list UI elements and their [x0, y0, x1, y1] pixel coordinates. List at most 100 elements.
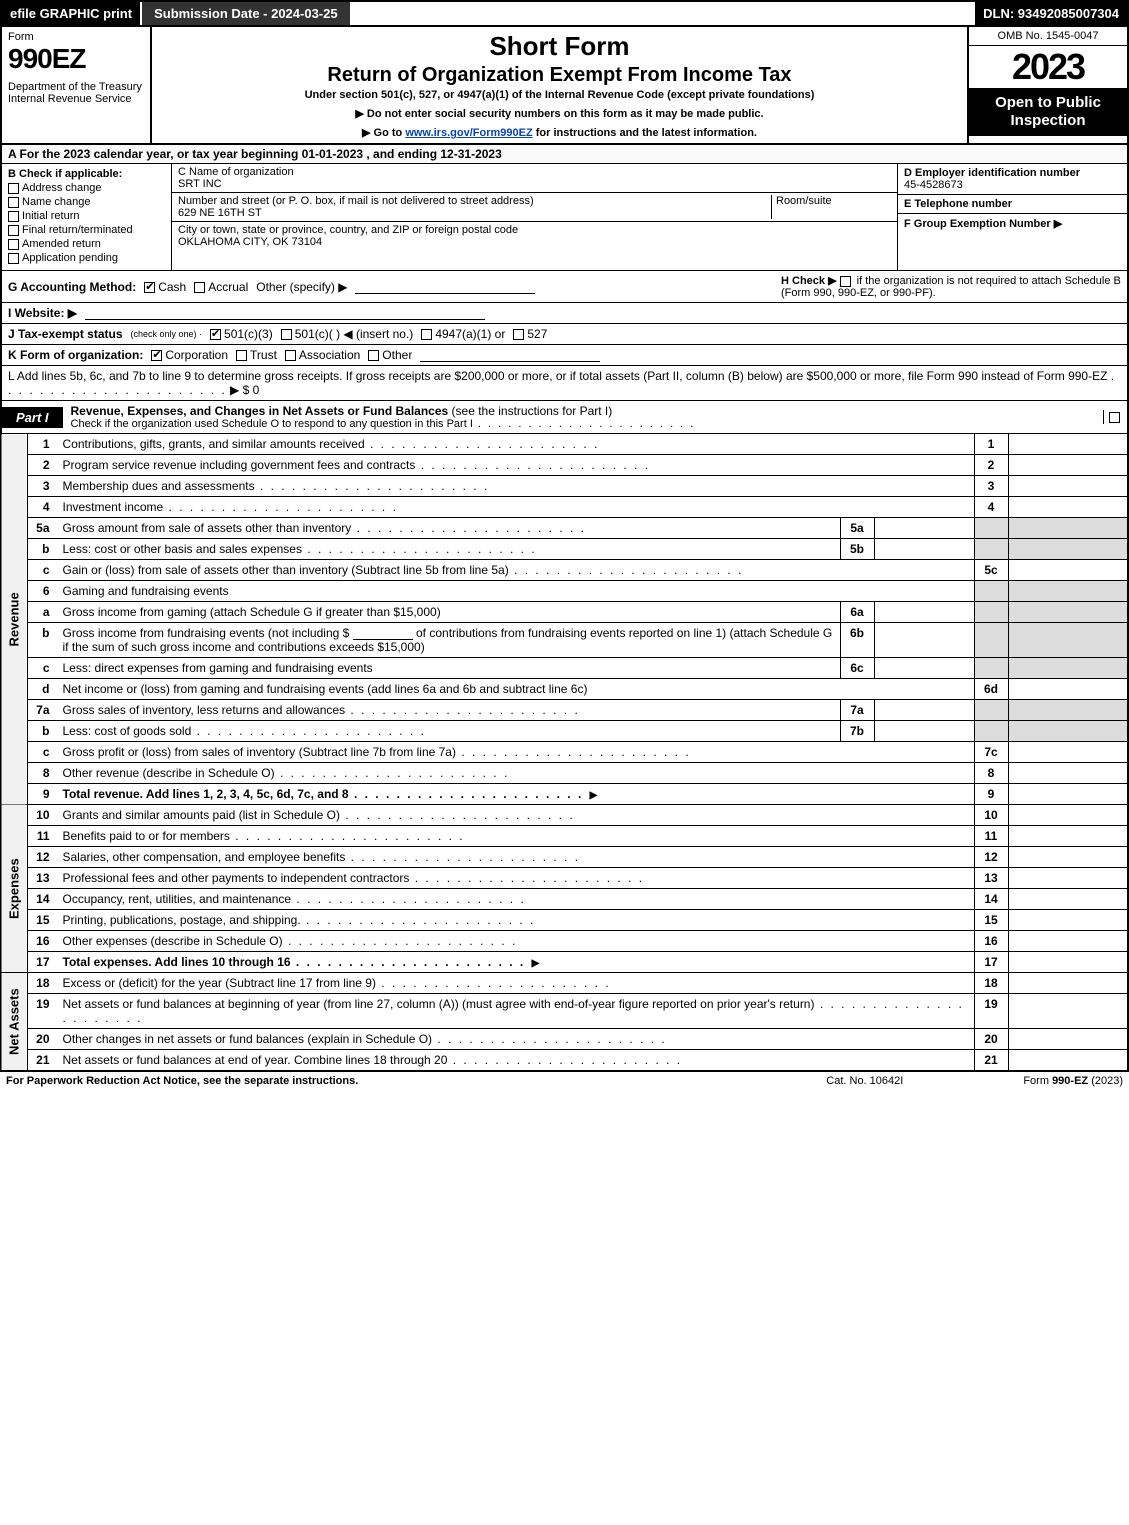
box-grey	[1008, 700, 1128, 721]
arrow-icon	[587, 787, 601, 801]
checkbox-icon[interactable]	[236, 350, 247, 361]
j-4947[interactable]: 4947(a)(1) or	[421, 327, 505, 341]
checkbox-icon[interactable]	[368, 350, 379, 361]
website-field[interactable]	[85, 306, 485, 320]
l-text: L Add lines 5b, 6c, and 7b to line 9 to …	[8, 369, 1107, 383]
checkbox-icon[interactable]	[513, 329, 524, 340]
dots	[291, 892, 526, 906]
checkbox-icon[interactable]	[144, 282, 155, 293]
goto-note: ▶ Go to www.irs.gov/Form990EZ for instru…	[160, 126, 959, 139]
c-column: C Name of organization SRT INC Number an…	[172, 164, 897, 270]
checkbox-icon[interactable]	[8, 183, 19, 194]
line-desc: Investment income	[63, 500, 164, 514]
line-6: 6 Gaming and fundraising events	[1, 581, 1128, 602]
dots	[163, 500, 398, 514]
g-other[interactable]: Other (specify) ▶	[256, 280, 347, 294]
g-cash[interactable]: Cash	[144, 280, 186, 294]
line-15: 15 Printing, publications, postage, and …	[1, 910, 1128, 931]
j-4947-label: 4947(a)(1) or	[435, 327, 505, 341]
irs-link[interactable]: www.irs.gov/Form990EZ	[405, 127, 532, 139]
box-num: 12	[974, 847, 1008, 868]
k-other[interactable]: Other	[368, 348, 412, 362]
line-20: 20 Other changes in net assets or fund b…	[1, 1029, 1128, 1050]
box-grey	[974, 623, 1008, 658]
checkbox-icon[interactable]	[421, 329, 432, 340]
box-grey	[1008, 658, 1128, 679]
top-bar: efile GRAPHIC print Submission Date - 20…	[0, 0, 1129, 27]
line-21: 21 Net assets or fund balances at end of…	[1, 1050, 1128, 1071]
line-4: 4 Investment income 4	[1, 497, 1128, 518]
chk-name-change[interactable]: Name change	[8, 196, 165, 208]
box-val	[1008, 455, 1128, 476]
efile-print-label[interactable]: efile GRAPHIC print	[2, 2, 140, 25]
line-desc: Other revenue (describe in Schedule O)	[63, 766, 275, 780]
goto-pre: ▶ Go to	[362, 127, 405, 139]
j-501c[interactable]: 501(c)( ) ◀ (insert no.)	[281, 327, 414, 341]
checkbox-icon[interactable]	[8, 211, 19, 222]
checkbox-icon[interactable]	[8, 197, 19, 208]
line-6d: d Net income or (loss) from gaming and f…	[1, 679, 1128, 700]
mini-num: 7b	[840, 721, 874, 742]
checkbox-icon[interactable]	[8, 239, 19, 250]
k-assoc[interactable]: Association	[285, 348, 360, 362]
line-desc: Printing, publications, postage, and shi…	[63, 913, 301, 927]
line-desc: Other expenses (describe in Schedule O)	[63, 934, 283, 948]
checkbox-icon[interactable]	[194, 282, 205, 293]
box-num: 5c	[974, 560, 1008, 581]
ln-num: 15	[28, 910, 58, 931]
chk-address-change[interactable]: Address change	[8, 182, 165, 194]
arrow-icon	[529, 955, 543, 969]
dots	[275, 766, 510, 780]
chk-final-return[interactable]: Final return/terminated	[8, 224, 165, 236]
chk-amended-return[interactable]: Amended return	[8, 238, 165, 250]
j-501c3[interactable]: 501(c)(3)	[210, 327, 273, 341]
box-val	[1008, 742, 1128, 763]
dots	[345, 850, 580, 864]
chk-amended-label: Amended return	[22, 238, 101, 250]
box-num: 2	[974, 455, 1008, 476]
checkbox-icon[interactable]	[8, 253, 19, 264]
side-expenses: Expenses	[1, 805, 28, 973]
box-grey	[1008, 721, 1128, 742]
ln-num: 20	[28, 1029, 58, 1050]
g-accrual[interactable]: Accrual	[194, 280, 248, 294]
d-ein: D Employer identification number 45-4528…	[898, 164, 1127, 195]
line-7c: c Gross profit or (loss) from sales of i…	[1, 742, 1128, 763]
k-corp[interactable]: Corporation	[151, 348, 228, 362]
box-grey	[1008, 539, 1128, 560]
checkbox-icon[interactable]	[151, 350, 162, 361]
g-accrual-label: Accrual	[208, 280, 248, 294]
checkbox-icon[interactable]	[840, 276, 851, 287]
checkbox-icon[interactable]	[1109, 412, 1120, 423]
box-num: 18	[974, 973, 1008, 994]
k-form-org-row: K Form of organization: Corporation Trus…	[0, 345, 1129, 366]
j-527[interactable]: 527	[513, 327, 547, 341]
line-desc: Total expenses. Add lines 10 through 16	[63, 955, 291, 969]
g-other-field[interactable]	[355, 280, 535, 294]
k-other-field[interactable]	[420, 348, 600, 362]
checkbox-icon[interactable]	[8, 225, 19, 236]
chk-application-pending[interactable]: Application pending	[8, 252, 165, 264]
footer-cat: Cat. No. 10642I	[826, 1075, 903, 1087]
line-6c: c Less: direct expenses from gaming and …	[1, 658, 1128, 679]
ln-num: 19	[28, 994, 58, 1029]
box-val	[1008, 679, 1128, 700]
6b-amount-field[interactable]	[353, 626, 413, 640]
k-trust[interactable]: Trust	[236, 348, 277, 362]
dots	[351, 521, 586, 535]
line-desc: Less: cost or other basis and sales expe…	[63, 542, 302, 556]
box-val	[1008, 497, 1128, 518]
line-desc: Excess or (deficit) for the year (Subtra…	[63, 976, 376, 990]
checkbox-icon[interactable]	[285, 350, 296, 361]
dots	[191, 724, 426, 738]
checkbox-icon[interactable]	[210, 329, 221, 340]
box-grey	[974, 658, 1008, 679]
checkbox-icon[interactable]	[281, 329, 292, 340]
topbar-spacer	[350, 2, 976, 25]
ln-num: 1	[28, 434, 58, 455]
side-revenue: Revenue	[1, 434, 28, 805]
mini-val	[874, 602, 974, 623]
part1-schedule-o-checkbox[interactable]	[1103, 410, 1127, 424]
chk-initial-return[interactable]: Initial return	[8, 210, 165, 222]
ln-num: b	[28, 623, 58, 658]
